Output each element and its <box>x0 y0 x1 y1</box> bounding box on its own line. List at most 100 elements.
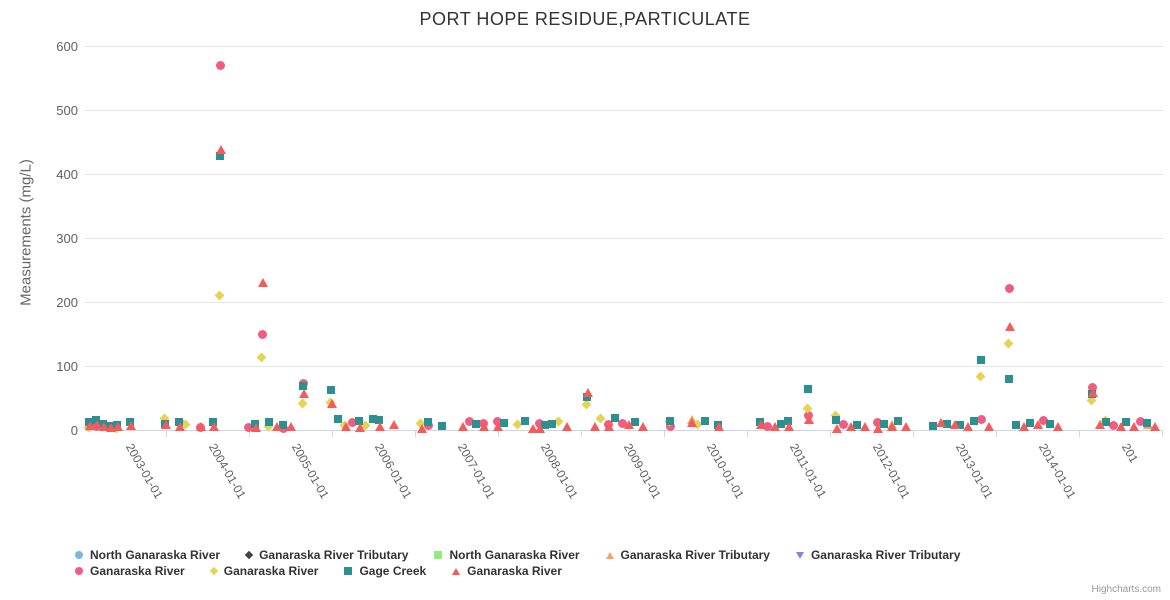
scatter-point[interactable] <box>256 352 267 363</box>
scatter-point[interactable] <box>928 422 937 431</box>
scatter-point[interactable] <box>297 398 308 409</box>
scatter-point[interactable] <box>195 422 206 432</box>
scatter-point[interactable] <box>527 424 538 434</box>
legend-item[interactable]: North Ganaraska River <box>434 548 580 562</box>
scatter-point[interactable] <box>617 418 627 428</box>
scatter-point[interactable] <box>1150 421 1161 431</box>
legend-item[interactable]: Ganaraska River Tributary <box>795 548 960 562</box>
scatter-point[interactable] <box>977 415 987 425</box>
scatter-point[interactable] <box>91 420 102 430</box>
scatter-point[interactable] <box>499 418 508 427</box>
scatter-point[interactable] <box>887 421 898 431</box>
scatter-point[interactable] <box>631 418 640 427</box>
scatter-point[interactable] <box>534 418 544 428</box>
legend-item[interactable]: Ganaraska River Tributary <box>244 548 408 562</box>
scatter-point[interactable] <box>956 420 965 429</box>
scatter-point[interactable] <box>873 417 883 427</box>
legend-item[interactable]: Gage Creek <box>344 564 426 578</box>
scatter-point[interactable] <box>776 420 785 429</box>
scatter-point[interactable] <box>845 422 856 432</box>
scatter-point[interactable] <box>665 417 674 426</box>
scatter-point[interactable] <box>1129 421 1140 431</box>
scatter-point[interactable] <box>112 422 123 432</box>
scatter-point[interactable] <box>257 277 268 287</box>
scatter-point[interactable] <box>105 422 116 432</box>
scatter-point[interactable] <box>949 420 960 430</box>
scatter-point[interactable] <box>1136 417 1146 427</box>
scatter-point[interactable] <box>347 418 357 428</box>
scatter-point[interactable] <box>1039 415 1049 425</box>
scatter-point[interactable] <box>1053 422 1064 432</box>
scatter-point[interactable] <box>1122 418 1131 427</box>
scatter-point[interactable] <box>984 421 995 431</box>
scatter-point[interactable] <box>880 420 889 429</box>
scatter-point[interactable] <box>1018 421 1029 431</box>
scatter-point[interactable] <box>624 420 635 430</box>
scatter-point[interactable] <box>214 290 225 301</box>
scatter-point[interactable] <box>216 145 227 155</box>
scatter-point[interactable] <box>1004 283 1014 293</box>
scatter-point[interactable] <box>783 417 792 426</box>
scatter-point[interactable] <box>375 415 384 424</box>
scatter-point[interactable] <box>327 386 335 395</box>
scatter-point[interactable] <box>216 152 225 161</box>
scatter-point[interactable] <box>831 415 840 424</box>
scatter-point[interactable] <box>278 420 287 429</box>
scatter-point[interactable] <box>1087 383 1097 393</box>
scatter-point[interactable] <box>665 422 675 432</box>
scatter-point[interactable] <box>1101 418 1110 427</box>
scatter-point[interactable] <box>838 420 848 430</box>
scatter-point[interactable] <box>299 389 310 399</box>
scatter-point[interactable] <box>493 421 503 431</box>
scatter-point[interactable] <box>285 421 296 431</box>
scatter-point[interactable] <box>98 422 109 432</box>
scatter-point[interactable] <box>216 61 226 71</box>
legend-item[interactable]: Ganaraska River <box>209 564 318 578</box>
scatter-point[interactable] <box>1011 420 1020 429</box>
scatter-point[interactable] <box>894 417 903 426</box>
scatter-point[interactable] <box>174 421 185 431</box>
scatter-point[interactable] <box>873 423 884 433</box>
legend-item[interactable]: Ganaraska River Tributary <box>605 548 770 562</box>
highcharts-credits[interactable]: Highcharts.com <box>1091 584 1161 595</box>
scatter-point[interactable] <box>700 417 709 426</box>
scatter-point[interactable] <box>610 413 619 422</box>
scatter-point[interactable] <box>541 420 550 429</box>
scatter-point[interactable] <box>416 423 427 433</box>
scatter-point[interactable] <box>299 382 308 391</box>
scatter-point[interactable] <box>942 420 951 429</box>
scatter-point[interactable] <box>548 420 557 429</box>
scatter-point[interactable] <box>437 422 446 431</box>
scatter-point[interactable] <box>354 417 363 426</box>
scatter-point[interactable] <box>264 417 273 426</box>
scatter-point[interactable] <box>1143 418 1152 427</box>
legend-item[interactable]: Ganaraska River <box>75 564 185 578</box>
scatter-point[interactable] <box>161 419 171 429</box>
scatter-point[interactable] <box>520 417 529 426</box>
scatter-point[interactable] <box>465 417 475 427</box>
scatter-point[interactable] <box>831 423 842 433</box>
scatter-point[interactable] <box>638 422 649 432</box>
scatter-point[interactable] <box>562 422 573 432</box>
scatter-point[interactable] <box>783 421 794 431</box>
scatter-point[interactable] <box>603 421 614 431</box>
scatter-point[interactable] <box>589 422 600 432</box>
scatter-point[interactable] <box>1004 322 1015 332</box>
scatter-point[interactable] <box>970 417 979 426</box>
scatter-point[interactable] <box>1115 421 1126 431</box>
scatter-point[interactable] <box>257 330 267 339</box>
scatter-point[interactable] <box>271 422 282 432</box>
scatter-point[interactable] <box>859 421 870 431</box>
scatter-point[interactable] <box>975 371 986 382</box>
scatter-point[interactable] <box>1094 419 1105 429</box>
scatter-point[interactable] <box>250 422 261 432</box>
scatter-point[interactable] <box>333 415 342 424</box>
scatter-point[interactable] <box>368 415 377 424</box>
scatter-point[interactable] <box>354 422 365 432</box>
scatter-point[interactable] <box>581 399 592 410</box>
scatter-point[interactable] <box>244 423 253 433</box>
scatter-point[interactable] <box>472 420 481 429</box>
scatter-point[interactable] <box>852 420 861 429</box>
scatter-point[interactable] <box>977 355 986 364</box>
scatter-point[interactable] <box>1025 418 1034 427</box>
